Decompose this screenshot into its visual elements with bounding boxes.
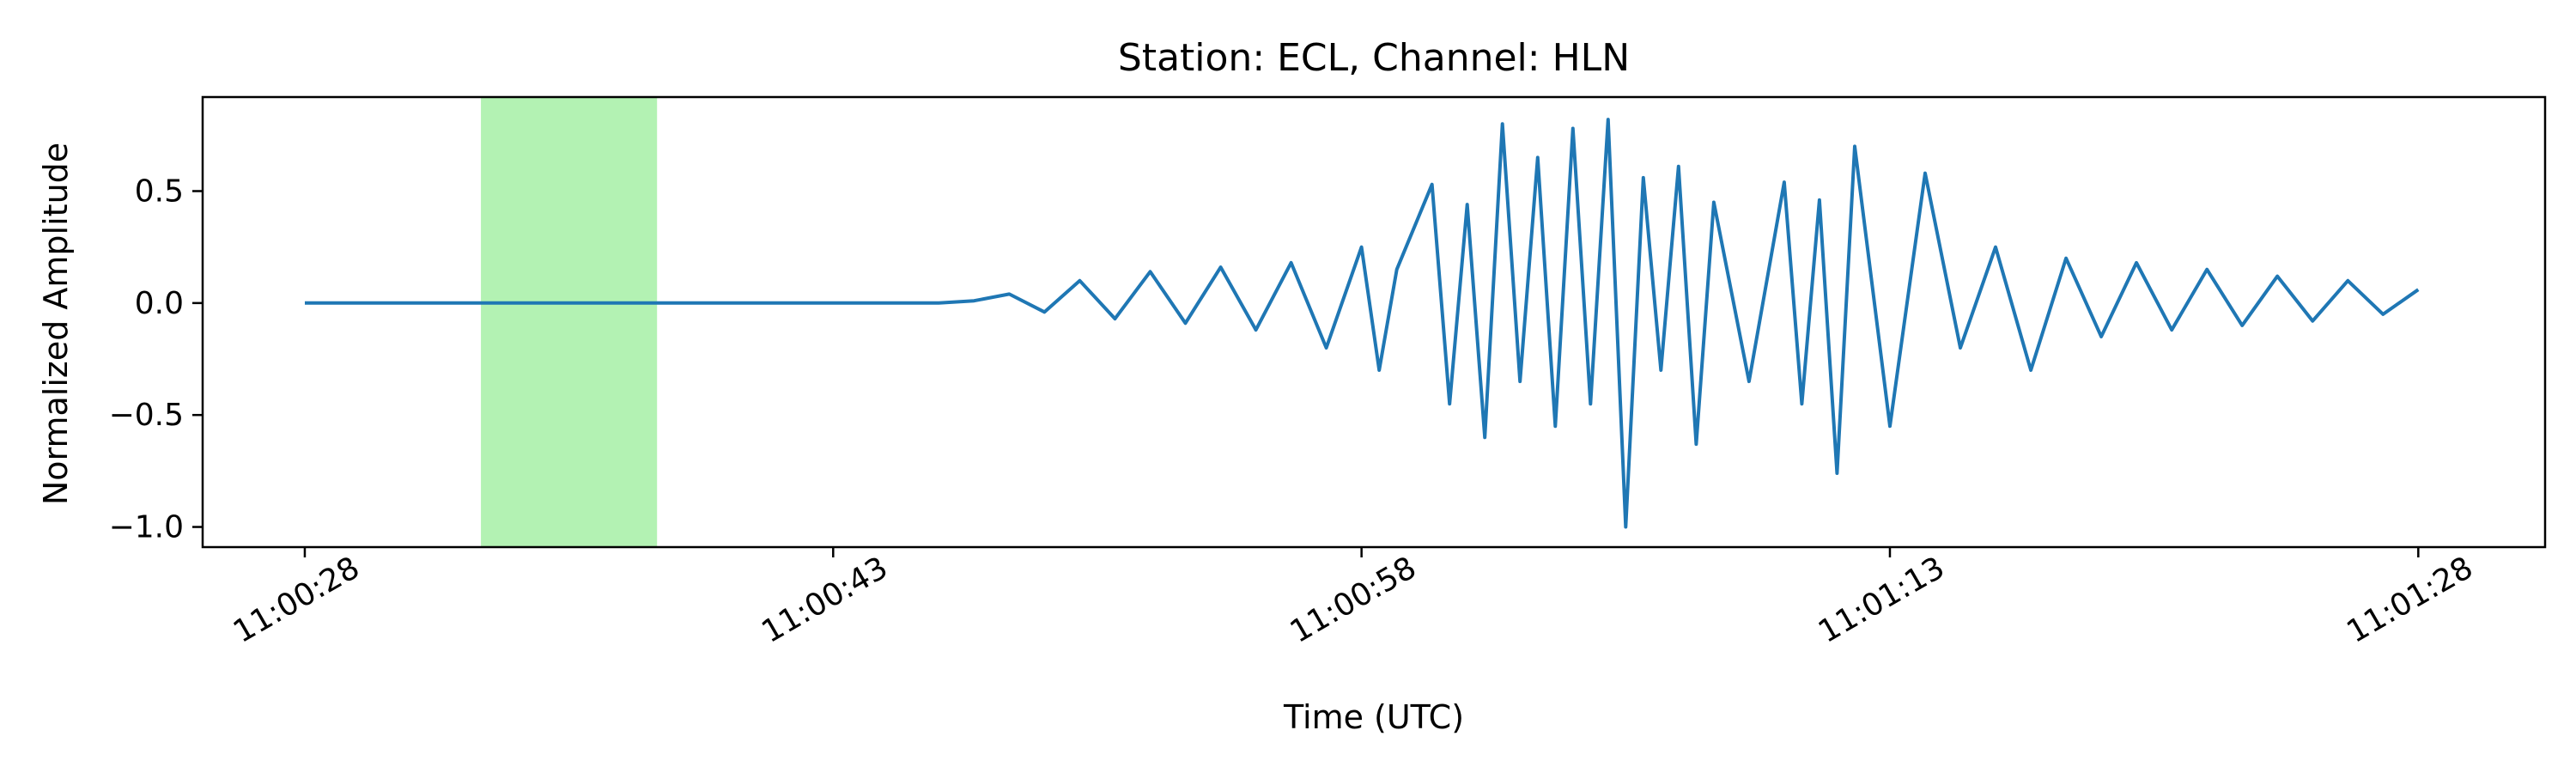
y-tick-label: −0.5 — [109, 398, 184, 433]
x-tick-label: 11:00:58 — [1285, 551, 1423, 650]
highlight-window — [481, 97, 658, 547]
x-tick-label: 11:01:28 — [2341, 551, 2479, 650]
plot-frame — [201, 95, 2547, 549]
x-tick-label: 11:00:43 — [756, 551, 894, 650]
y-tick-label: 0.5 — [135, 173, 184, 209]
x-tick-label: 11:01:13 — [1813, 551, 1951, 650]
y-axis-label: Normalized Amplitude — [37, 143, 75, 505]
x-axis-label: Time (UTC) — [1283, 698, 1464, 736]
y-tick-label: 0.0 — [135, 286, 184, 321]
highlight-layer — [481, 97, 658, 547]
chart-title: Station: ECL, Channel: HLN — [1118, 36, 1630, 80]
y-tick-label: −1.0 — [109, 510, 184, 545]
series-layer — [305, 118, 2420, 529]
axes-layer: −1.0 −0.5 0.0 0.5 11:00:28 11:00:43 11:00:58 11… — [109, 95, 2547, 650]
x-tick-label: 11:00:28 — [228, 551, 366, 650]
waveform-line-0 — [305, 118, 2420, 529]
